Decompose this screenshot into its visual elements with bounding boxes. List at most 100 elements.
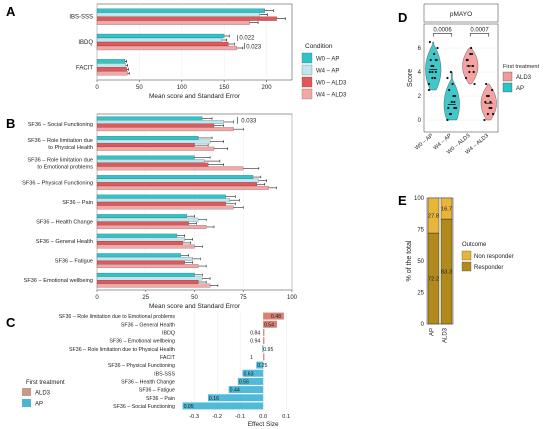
- bar: [96, 116, 203, 121]
- effect-bar: [263, 320, 277, 328]
- bar: [96, 139, 211, 144]
- category-label: SF36 – Fatigue: [139, 388, 175, 394]
- y-tick-label: 0: [421, 322, 425, 328]
- legend-label: ALD3: [35, 391, 51, 397]
- legend-label: W0 – ALD3: [316, 81, 347, 87]
- bar-value-label: 0.48: [271, 314, 281, 320]
- violin: [480, 83, 497, 121]
- annotation-pvalue: 0.0006: [433, 28, 452, 34]
- bar: [96, 12, 260, 17]
- y-tick-label: 75: [417, 228, 424, 234]
- y-axis-label: Score: [407, 69, 414, 87]
- x-tick-label: ALD3: [443, 327, 449, 343]
- effect-bar: [182, 402, 264, 410]
- bar: [96, 8, 265, 13]
- bar-value-label: 0.05: [184, 404, 194, 410]
- data-point: [450, 100, 453, 104]
- panel-label-b: B: [6, 116, 15, 131]
- data-point: [453, 100, 456, 104]
- bar: [96, 225, 207, 229]
- panel-label-c: C: [6, 315, 16, 330]
- category-label: FACIT: [160, 355, 176, 361]
- legend-swatch: [461, 250, 472, 261]
- data-point: [487, 94, 490, 98]
- bar-value-label: 0.94: [250, 339, 260, 345]
- data-point: [434, 58, 437, 62]
- category-label: SF36 – Health Change: [121, 379, 175, 385]
- x-axis-label: Effect Size: [248, 421, 279, 428]
- panel-a: A 0 50 100 150 200 Mean score and Standard Err…: [6, 3, 347, 100]
- bar: [96, 41, 229, 47]
- legend-swatch: [301, 52, 313, 64]
- bar-value-label: 0.63: [243, 371, 253, 377]
- bar-value-label: 1: [250, 355, 253, 361]
- data-point: [448, 88, 451, 92]
- bar-value-label: 0.95: [263, 347, 273, 353]
- legend-swatch: [461, 261, 472, 272]
- data-point: [454, 106, 458, 110]
- data-point: [490, 106, 493, 110]
- panel-b: B 0 25 50 75 100 Mean score and Standard Error…: [6, 113, 298, 310]
- data-point: [432, 64, 435, 68]
- data-point: [431, 70, 434, 74]
- bar: [96, 33, 225, 39]
- y-tick-label: 0: [418, 118, 422, 124]
- legend-swatch: [502, 82, 513, 93]
- x-tick-label: -0.3: [189, 414, 199, 420]
- data-point: [453, 106, 456, 110]
- category-label: to Physical Health: [48, 145, 93, 151]
- effect-bar: [263, 328, 265, 336]
- bar: [96, 283, 211, 288]
- data-point: [466, 58, 469, 62]
- bar-value-label: 27.8: [428, 214, 439, 220]
- bar: [96, 37, 222, 43]
- data-point: [448, 112, 452, 116]
- bar: [96, 214, 187, 219]
- stacked-bar: [440, 197, 453, 220]
- category-label: FACIT: [76, 65, 93, 71]
- category-label: SF36 – General Health: [121, 322, 175, 328]
- legend-title: Outcome: [462, 242, 487, 248]
- x-tick-label: W0 – AP: [414, 133, 435, 152]
- data-point: [472, 70, 475, 74]
- effect-bar: [263, 312, 284, 320]
- category-label: SF36 – General Health: [36, 239, 93, 245]
- y-tick-label: 6: [418, 46, 422, 52]
- legend-label: AP: [35, 402, 43, 408]
- x-tick-label: 0: [95, 295, 99, 301]
- x-tick-label: 0.1: [282, 414, 290, 420]
- data-point: [428, 70, 431, 74]
- x-tick-label: 50: [191, 295, 198, 301]
- x-tick-label: 25: [142, 295, 149, 301]
- effect-bar: [263, 337, 265, 345]
- bar: [96, 59, 126, 64]
- x-tick-label: 150: [219, 85, 230, 91]
- legend-swatch: [22, 388, 31, 396]
- data-point: [428, 40, 431, 44]
- data-point: [446, 118, 449, 122]
- effect-bar: [207, 394, 264, 402]
- bar: [96, 205, 234, 210]
- data-point: [429, 58, 432, 62]
- category-label: SF36 – Social Functioning: [113, 404, 175, 410]
- x-axis-label: Mean score and Standard Error: [149, 93, 241, 100]
- bar: [96, 185, 269, 190]
- panel-label-a: A: [6, 4, 16, 19]
- data-point: [431, 76, 434, 80]
- legend-label: ALD3: [516, 75, 532, 81]
- data-point: [485, 82, 488, 86]
- legend-first-treatment: First treatment ALD3 AP: [22, 380, 65, 408]
- data-point: [451, 82, 454, 86]
- bar: [96, 233, 178, 238]
- y-tick-label: 4: [418, 70, 422, 76]
- data-point: [484, 100, 487, 104]
- y-tick-label: 2: [418, 94, 422, 100]
- category-label: SF36 – Emotional wellbeing: [24, 278, 93, 284]
- bar: [96, 217, 199, 222]
- legend-label: W4 – AP: [316, 69, 339, 75]
- bar: [96, 162, 209, 167]
- legend-label: Responder: [474, 265, 503, 271]
- y-tick-label: 50: [417, 259, 424, 265]
- data-point: [464, 76, 468, 80]
